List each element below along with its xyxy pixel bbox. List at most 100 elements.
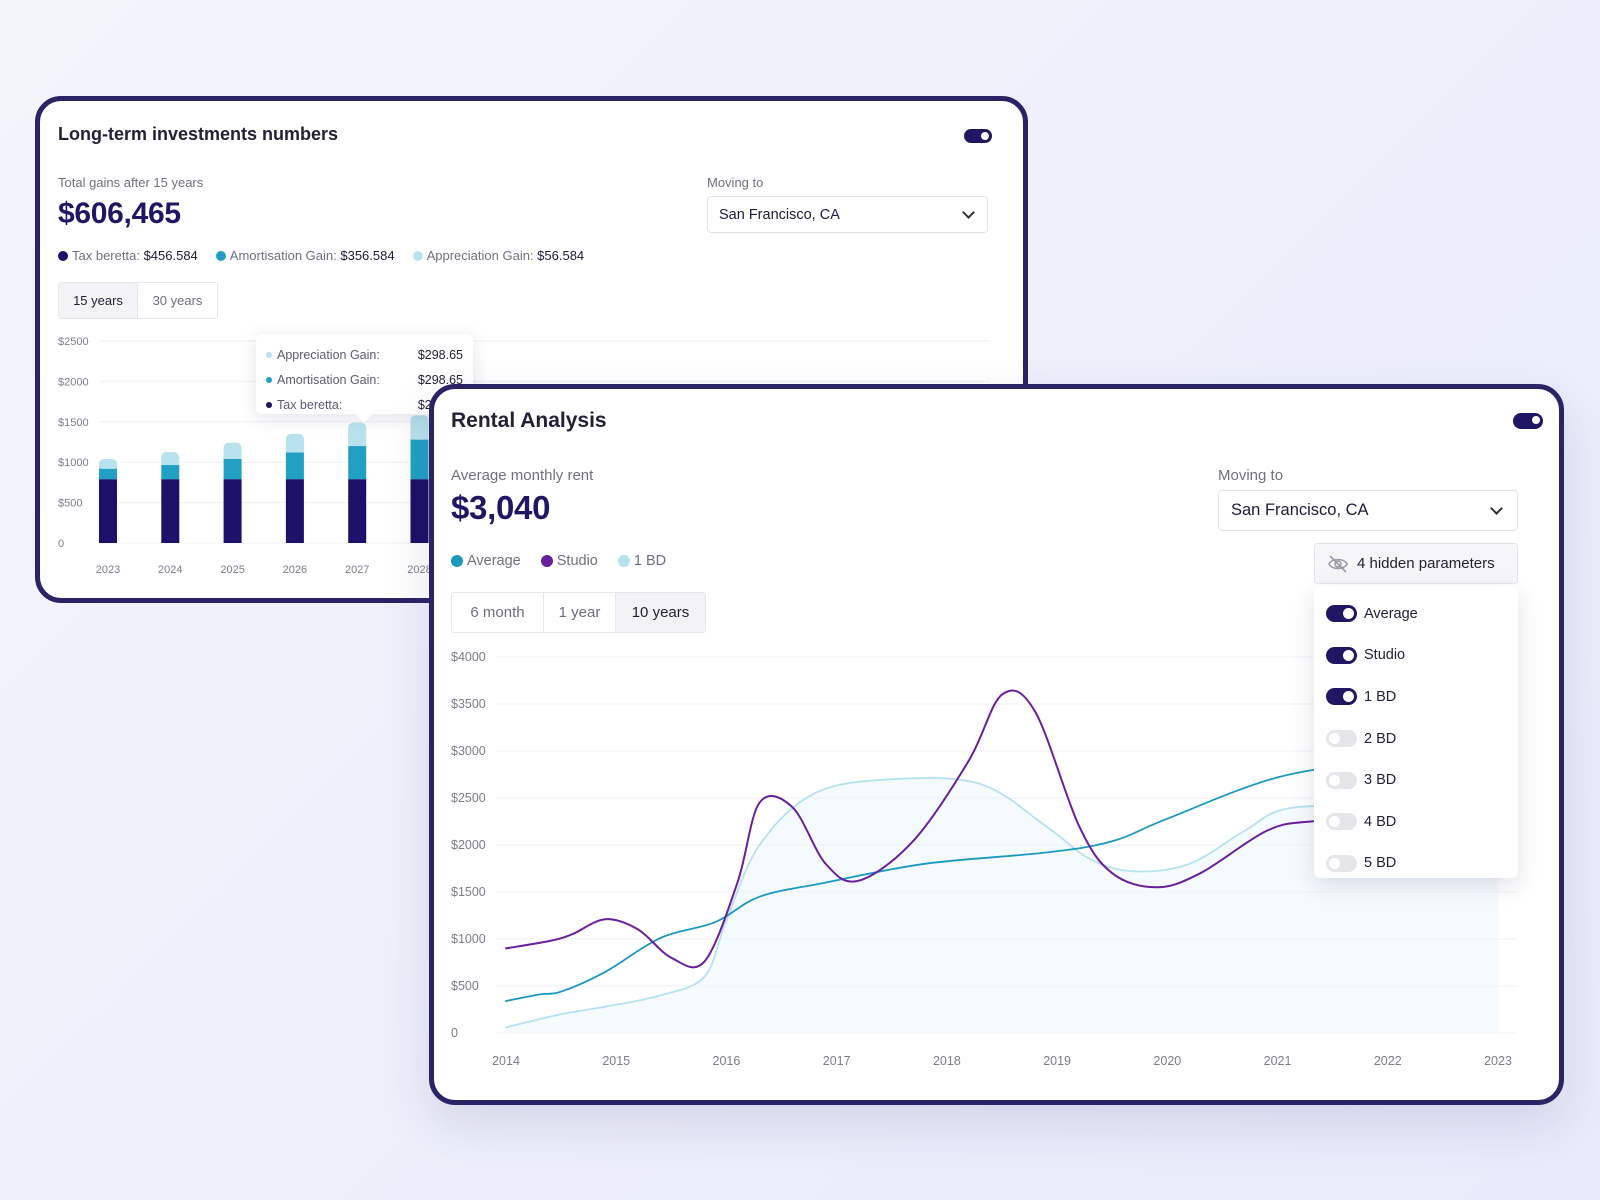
param-label: 5 BD xyxy=(1364,855,1397,872)
y-tick-label: $500 xyxy=(58,498,82,510)
city-select[interactable]: San Francisco, CA xyxy=(707,196,988,233)
legend-dot xyxy=(58,250,68,261)
y-tick-label: $500 xyxy=(451,979,479,993)
param-item-studio[interactable]: Studio xyxy=(1314,635,1518,677)
legend-label: Appreciation Gain: xyxy=(426,248,534,263)
series-line-1-bd xyxy=(505,777,1499,1029)
param-item-1bd[interactable]: 1 BD xyxy=(1314,676,1518,718)
param-item-5bd[interactable]: 5 BD xyxy=(1314,843,1518,885)
period-tabs: 6 month 1 year 10 years xyxy=(451,592,706,633)
param-toggle[interactable] xyxy=(1326,854,1357,872)
legend-dot xyxy=(540,555,553,567)
legend-item-amortisation: Amortisation Gain: $356.584 xyxy=(215,248,395,263)
x-tick-label: 2020 xyxy=(1153,1054,1181,1068)
x-tick-label: 2016 xyxy=(713,1054,741,1068)
x-tick-label: 2024 xyxy=(158,564,182,576)
card-title: Rental Analysis xyxy=(451,409,607,432)
bar-segment xyxy=(410,420,429,440)
investments-bar-chart: $2500 $2000 $1500 $1000 $500 0 2023 2024 2025 202… xyxy=(58,336,990,576)
card-toggle[interactable] xyxy=(1513,413,1543,429)
avg-rent-label: Average monthly rent xyxy=(451,467,594,484)
bar-segment xyxy=(285,438,304,453)
x-tick-label: 2028 xyxy=(407,564,431,576)
total-gains-label: Total gains after 15 years xyxy=(58,175,204,190)
bar-segment xyxy=(285,452,304,480)
bar-segment xyxy=(161,457,180,466)
tab-6-month[interactable]: 6 month xyxy=(452,593,544,632)
y-tick-label: $3500 xyxy=(451,697,486,711)
tooltip-dot xyxy=(266,401,272,408)
bar-segment xyxy=(348,446,367,480)
param-label: Studio xyxy=(1364,647,1406,664)
legend-label: Average xyxy=(467,553,521,569)
legend-dot xyxy=(215,250,226,261)
x-tick-label: 2021 xyxy=(1264,1054,1292,1068)
y-tick-label: $1000 xyxy=(451,932,486,946)
city-select-value: San Francisco, CA xyxy=(719,206,840,223)
rental-analysis-card: Rental Analysis Average monthly rent $3,… xyxy=(429,384,1564,1105)
eye-off-icon xyxy=(1328,554,1348,573)
parameters-dropdown: Average Studio 1 BD 2 BD 3 BD 4 BD 5 BD xyxy=(1314,586,1518,878)
bar-segment xyxy=(223,458,242,480)
y-tick-label: 0 xyxy=(451,1026,458,1040)
legend-value: $356.584 xyxy=(340,248,395,263)
tooltip-dot xyxy=(266,376,272,383)
y-tick-label: $4000 xyxy=(451,650,486,664)
param-label: 2 BD xyxy=(1364,730,1397,747)
param-toggle[interactable] xyxy=(1326,688,1357,706)
x-tick-label: 2023 xyxy=(96,564,120,576)
x-tick-label: 2022 xyxy=(1374,1054,1402,1068)
tooltip-row: Appreciation Gain: $298.65 xyxy=(266,342,463,367)
bar-segment xyxy=(348,427,367,447)
total-gains-value: $606,465 xyxy=(58,197,181,230)
param-toggle[interactable] xyxy=(1326,646,1357,664)
city-select-value: San Francisco, CA xyxy=(1231,501,1369,519)
bar-segment xyxy=(410,479,429,543)
card-toggle[interactable] xyxy=(964,129,992,143)
param-label: 4 BD xyxy=(1364,813,1397,830)
city-select[interactable]: San Francisco, CA xyxy=(1218,490,1518,531)
legend-label: Studio xyxy=(556,553,598,569)
tooltip-value: $298.65 xyxy=(417,347,463,362)
rental-legend: Average Studio 1 BD xyxy=(451,553,684,569)
hidden-parameters-button[interactable]: 4 hidden parameters xyxy=(1314,543,1518,584)
tab-10-years[interactable]: 10 years xyxy=(616,593,705,632)
param-item-average[interactable]: Average xyxy=(1314,593,1518,635)
y-tick-label: $1000 xyxy=(58,457,89,469)
bar-segment xyxy=(410,439,429,480)
y-tick-label: $2000 xyxy=(58,376,89,388)
param-item-2bd[interactable]: 2 BD xyxy=(1314,718,1518,760)
tab-1-year[interactable]: 1 year xyxy=(544,593,616,632)
x-tick-label: 2017 xyxy=(823,1054,851,1068)
bar-segment xyxy=(99,463,117,469)
y-tick-label: $2500 xyxy=(58,336,89,348)
investments-legend: Tax beretta: $456.584 Amortisation Gain:… xyxy=(58,248,602,263)
param-label: 1 BD xyxy=(1364,688,1397,705)
tooltip-value: $298.65 xyxy=(417,372,463,387)
x-tick-label: 2018 xyxy=(933,1054,961,1068)
bar-segment xyxy=(223,479,242,543)
x-tick-label: 2023 xyxy=(1484,1054,1512,1068)
param-toggle[interactable] xyxy=(1326,605,1357,623)
moving-to-label: Moving to xyxy=(1218,467,1284,484)
param-toggle[interactable] xyxy=(1326,771,1357,789)
tab-30-years[interactable]: 30 years xyxy=(138,283,217,318)
bar-segment xyxy=(348,479,367,543)
y-tick-label: $1500 xyxy=(451,885,486,899)
param-item-4bd[interactable]: 4 BD xyxy=(1314,801,1518,843)
y-tick-label: $1500 xyxy=(58,417,89,429)
tooltip-dot xyxy=(266,351,272,358)
x-tick-label: 2025 xyxy=(220,564,244,576)
bar-segment xyxy=(161,479,180,543)
x-tick-label: 2019 xyxy=(1043,1054,1071,1068)
legend-dot xyxy=(451,555,463,567)
bar-segment xyxy=(285,479,304,543)
param-toggle[interactable] xyxy=(1326,730,1357,748)
legend-dot xyxy=(617,555,630,567)
tab-15-years[interactable]: 15 years xyxy=(59,283,138,318)
legend-label: 1 BD xyxy=(633,553,667,569)
tooltip-label: Appreciation Gain: xyxy=(277,347,380,362)
param-toggle[interactable] xyxy=(1326,813,1357,831)
legend-label: Tax beretta: xyxy=(72,248,140,263)
param-item-3bd[interactable]: 3 BD xyxy=(1314,759,1518,801)
